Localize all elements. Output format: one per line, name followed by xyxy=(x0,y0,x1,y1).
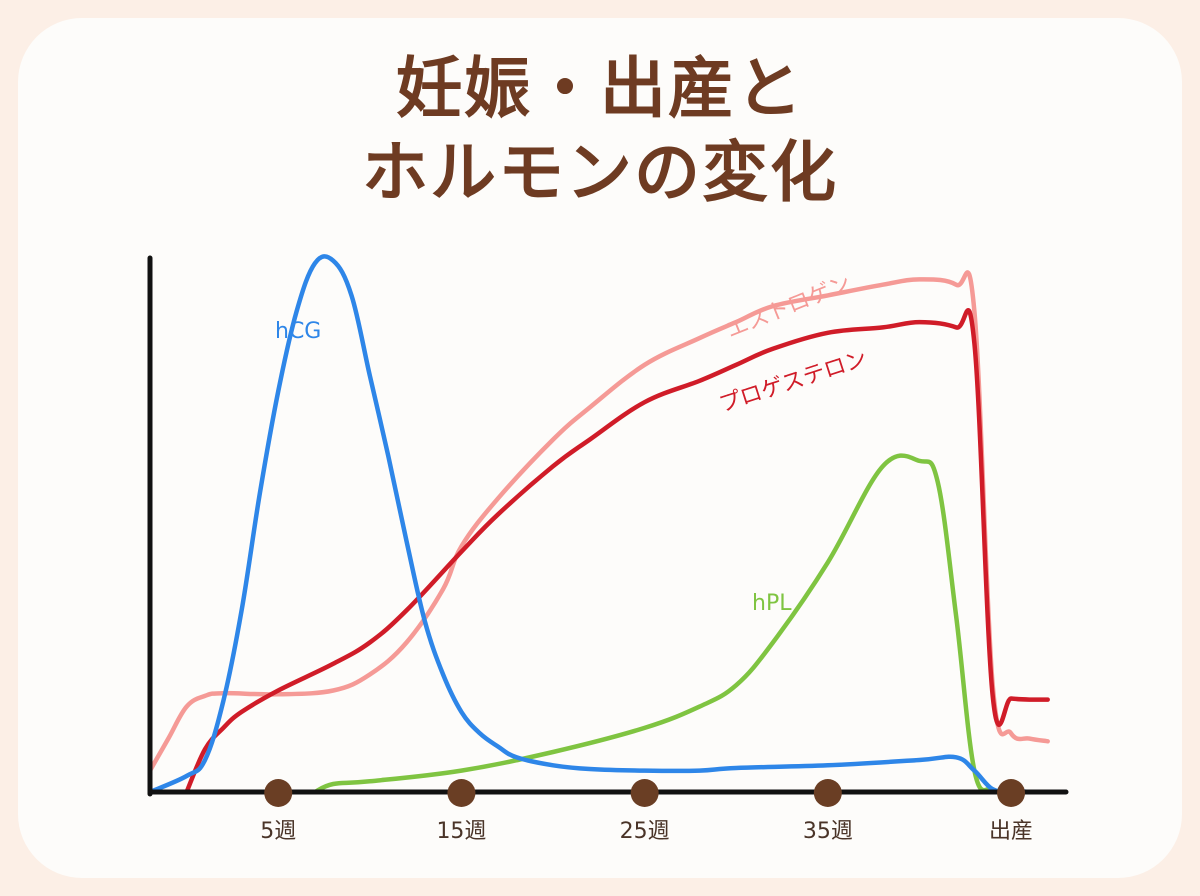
series-label-hcg: hCG xyxy=(275,319,321,344)
x-tick-dot xyxy=(813,779,842,807)
x-tick-label: 25週 xyxy=(620,819,670,844)
x-tick-dot xyxy=(997,779,1026,807)
x-tick-dot xyxy=(630,779,659,807)
series-line-hcg xyxy=(147,254,1032,795)
chart-title-line1: 妊娠・出産と xyxy=(396,50,804,127)
x-tick-label: 出産 xyxy=(989,819,1033,844)
x-tick-label: 35週 xyxy=(803,819,853,844)
chart-title-line2: ホルモンの変化 xyxy=(362,134,838,211)
series-line-estrogen xyxy=(147,270,1050,773)
x-tick-dot xyxy=(447,779,476,807)
series-label-hpl: hPL xyxy=(752,591,792,616)
x-tick-label: 15週 xyxy=(436,819,486,844)
x-tick-dot xyxy=(264,779,293,807)
series-line-hpl xyxy=(312,453,1014,795)
x-tick-label: 5週 xyxy=(260,819,296,844)
series-label-progesterone: プロゲステロン xyxy=(716,346,870,417)
series-line-progesterone xyxy=(184,308,1050,795)
